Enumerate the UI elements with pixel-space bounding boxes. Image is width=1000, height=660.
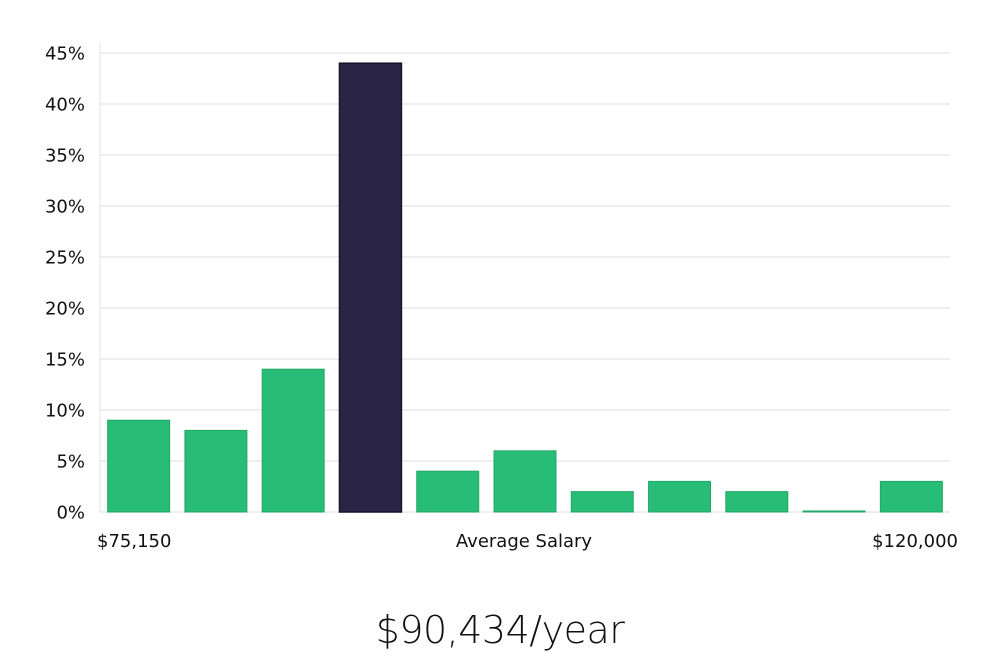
y-tick-label: 30% <box>45 197 85 218</box>
y-axis-ticks: 0% 5% 10% 15% 20% 25% 30% 35% 40% 45% <box>45 44 85 524</box>
bar <box>879 480 943 513</box>
x-axis-labels: $75,150 Average Salary $120,000 <box>97 531 958 552</box>
salary-distribution-chart: 0% 5% 10% 15% 20% 25% 30% 35% 40% 45% $75,150 Ave… <box>45 42 958 552</box>
bar <box>261 368 325 513</box>
bar-highlighted <box>338 62 403 513</box>
average-salary-value: $90,434/year <box>375 608 625 652</box>
y-tick-label: 40% <box>45 95 85 116</box>
y-tick-label: 0% <box>56 503 85 524</box>
bar <box>416 470 480 513</box>
bar <box>493 450 557 513</box>
y-tick-label: 10% <box>45 401 85 422</box>
y-tick-label: 15% <box>45 350 85 371</box>
x-range-min-label: $75,150 <box>97 531 171 552</box>
y-tick-label: 35% <box>45 146 85 167</box>
y-tick-label: 20% <box>45 299 85 320</box>
y-tick-label: 25% <box>45 248 85 269</box>
bar <box>184 429 248 513</box>
bar <box>802 510 866 513</box>
x-range-max-label: $120,000 <box>872 531 958 552</box>
bar <box>725 491 789 513</box>
bar <box>570 491 634 513</box>
bars <box>107 62 943 513</box>
y-tick-label: 5% <box>56 452 85 473</box>
x-axis-title: Average Salary <box>456 531 593 552</box>
y-tick-label: 45% <box>45 44 85 65</box>
bar <box>107 419 171 513</box>
bar <box>648 480 712 513</box>
